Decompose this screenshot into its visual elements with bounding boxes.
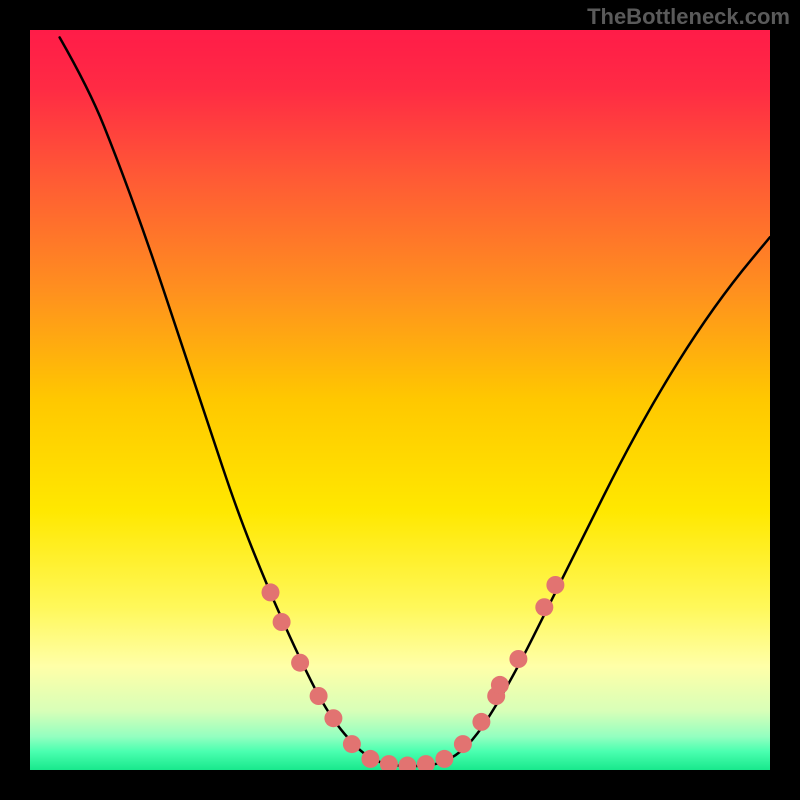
marker-point bbox=[509, 650, 527, 668]
marker-point bbox=[454, 735, 472, 753]
marker-point bbox=[546, 576, 564, 594]
marker-point bbox=[310, 687, 328, 705]
marker-point bbox=[343, 735, 361, 753]
marker-point bbox=[324, 709, 342, 727]
marker-point bbox=[472, 713, 490, 731]
marker-point bbox=[291, 654, 309, 672]
marker-point bbox=[273, 613, 291, 631]
marker-point bbox=[361, 750, 379, 768]
bottleneck-chart bbox=[0, 0, 800, 800]
marker-point bbox=[262, 583, 280, 601]
marker-point bbox=[535, 598, 553, 616]
watermark-text: TheBottleneck.com bbox=[587, 4, 790, 30]
marker-point bbox=[491, 676, 509, 694]
plot-background bbox=[30, 30, 770, 770]
marker-point bbox=[435, 750, 453, 768]
